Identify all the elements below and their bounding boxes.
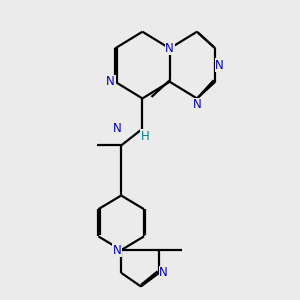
Text: N: N	[165, 42, 174, 55]
Text: N: N	[215, 58, 224, 72]
Text: H: H	[141, 130, 150, 143]
Text: N: N	[112, 122, 121, 135]
Text: N: N	[159, 266, 168, 279]
Text: N: N	[193, 98, 201, 111]
Text: N: N	[106, 75, 115, 88]
Text: N: N	[112, 244, 121, 256]
